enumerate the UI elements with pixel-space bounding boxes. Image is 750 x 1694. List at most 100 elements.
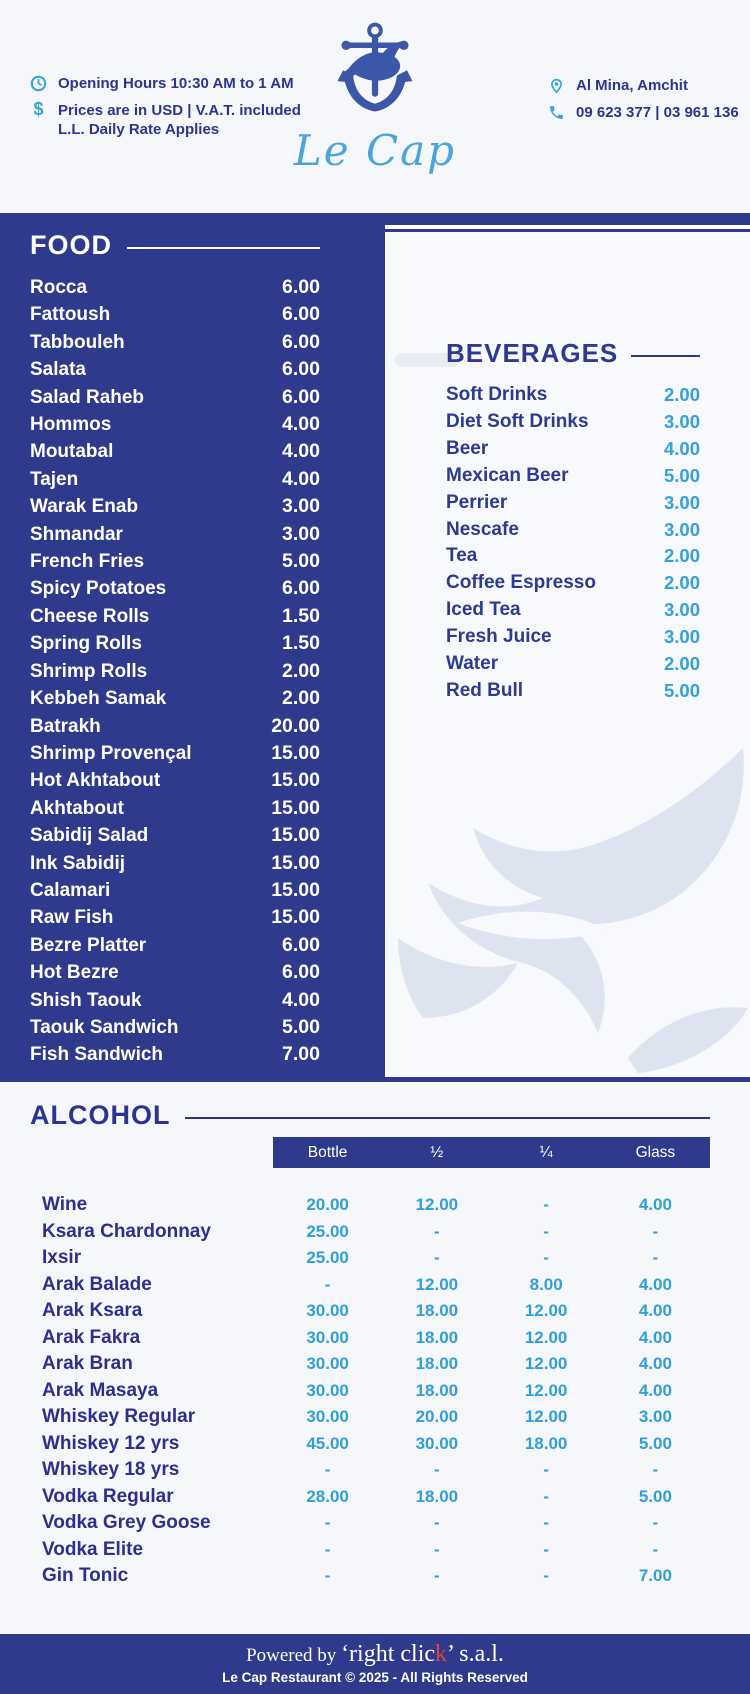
opening-hours-text: Opening Hours 10:30 AM to 1 AM xyxy=(58,75,294,92)
food-title: FOOD xyxy=(30,230,112,260)
food-item: Akhtabout 15.00 xyxy=(30,795,320,822)
food-item-price: 15.00 xyxy=(271,906,320,929)
dollar-icon: $ xyxy=(33,98,44,119)
food-item-price: 6.00 xyxy=(282,577,320,600)
beverages-section: BEVERAGES Soft Drinks 2.00 Diet Soft Dri… xyxy=(446,337,700,705)
clock-icon xyxy=(30,75,47,92)
alcohol-item-half-price: 12.00 xyxy=(415,1274,459,1294)
food-item-name: Tabbouleh xyxy=(30,331,125,353)
brand-part-2: ’ s.a.l. xyxy=(447,1641,504,1667)
alcohol-item-name: Whiskey 12 yrs xyxy=(42,1432,180,1454)
alcohol-section: ALCOHOL Bottle ½ ¼ Glass Wine 20.00 12.0… xyxy=(0,1082,750,1634)
beverage-item-name: Red Bull xyxy=(446,679,524,701)
alcohol-item-name: Vodka Elite xyxy=(42,1538,144,1560)
beverage-item-name: Nescafe xyxy=(446,518,519,540)
alcohol-column-header: Glass xyxy=(635,1143,676,1161)
beverage-item-price: 3.00 xyxy=(663,626,700,648)
food-item-price: 2.00 xyxy=(282,687,320,710)
food-item-name: Hot Bezre xyxy=(30,962,119,984)
alcohol-item-quarter-price: 8.00 xyxy=(529,1274,563,1294)
alcohol-title-row: ALCOHOL xyxy=(30,1099,710,1131)
alcohol-item-half-price: - xyxy=(434,1566,440,1585)
alcohol-item: Gin Tonic - - - 7.00 xyxy=(42,1563,710,1590)
food-item-name: Kebbeh Samak xyxy=(30,688,167,710)
beverage-item-price: 2.00 xyxy=(663,384,700,405)
pricing-note-row: $ Prices are in USD | V.A.T. included L.… xyxy=(30,98,301,140)
alcohol-item-glass-price: - xyxy=(652,1221,659,1241)
food-item-price: 15.00 xyxy=(271,796,320,819)
fish-watermark xyxy=(398,748,750,1077)
food-item: Calamari 15.00 xyxy=(30,877,320,904)
beverage-item: Red Bull 5.00 xyxy=(446,678,700,705)
food-item-name: Shish Taouk xyxy=(30,989,142,1011)
beverage-item-price: 3.00 xyxy=(663,491,700,513)
food-item-name: Hot Akhtabout xyxy=(30,770,161,792)
food-item-price: 5.00 xyxy=(282,550,320,573)
food-item-price: 5.00 xyxy=(282,1015,320,1038)
alcohol-item: Ksara Chardonnay 25.00 - - - xyxy=(42,1219,710,1246)
alcohol-item-half-price: 18.00 xyxy=(415,1380,459,1400)
copyright-line: Le Cap Restaurant © 2025 - All Rights Re… xyxy=(222,1670,528,1685)
food-item: Hommos 4.00 xyxy=(30,411,320,438)
food-item-name: Spicy Potatoes xyxy=(30,578,167,600)
beverage-item-name: Fresh Juice xyxy=(446,626,552,648)
food-item-name: Salata xyxy=(30,359,86,381)
alcohol-item-bottle-price: 30.00 xyxy=(306,1380,349,1400)
alcohol-column-header: Bottle xyxy=(307,1143,348,1161)
beverage-item: Mexican Beer 5.00 xyxy=(446,463,700,490)
alcohol-column-header: ¼ xyxy=(539,1143,553,1161)
alcohol-item-name: Ksara Chardonnay xyxy=(42,1220,211,1242)
alcohol-item-quarter-price: - xyxy=(543,1248,549,1267)
alcohol-item-quarter-price: 12.00 xyxy=(524,1407,568,1426)
alcohol-item: Ixsir 25.00 - - - xyxy=(42,1245,710,1272)
alcohol-item: Whiskey Regular 30.00 20.00 12.00 3.00 xyxy=(42,1404,710,1431)
food-item-name: Ink Sabidij xyxy=(30,852,126,874)
food-item-name: Batrakh xyxy=(30,715,101,737)
alcohol-title-rule xyxy=(185,1116,710,1119)
beverage-item-price: 2.00 xyxy=(663,572,700,594)
food-item: French Fries 5.00 xyxy=(30,548,320,575)
beverage-item: Soft Drinks 2.00 xyxy=(446,382,700,409)
right-click-brand: ‘right click’ s.a.l. xyxy=(341,1641,504,1667)
food-item: Tabbouleh 6.00 xyxy=(30,329,320,356)
pricing-note-text: Prices are in USD | V.A.T. included L.L.… xyxy=(58,101,301,140)
food-item: Hot Bezre 6.00 xyxy=(30,959,320,986)
food-item: Tajen 4.00 xyxy=(30,466,320,493)
alcohol-item-name: Arak Bran xyxy=(42,1353,133,1374)
powered-by-text: Powered by xyxy=(246,1645,337,1666)
food-item-price: 6.00 xyxy=(282,303,320,326)
food-item-name: Fattoush xyxy=(30,304,111,326)
food-item: Fattoush 6.00 xyxy=(30,301,320,328)
alcohol-item-half-price: - xyxy=(434,1460,440,1479)
food-item: Batrakh 20.00 xyxy=(30,713,320,740)
food-item-price: 1.50 xyxy=(282,604,320,627)
beverage-item-name: Beer xyxy=(446,437,489,459)
alcohol-item-half-price: 18.00 xyxy=(415,1486,459,1506)
beverage-item-name: Soft Drinks xyxy=(446,384,548,405)
beverage-item: Beer 4.00 xyxy=(446,436,700,463)
food-list: Rocca 6.00 Fattoush 6.00 Tabbouleh 6.00 … xyxy=(30,274,320,1069)
phone-row: 09 623 377 | 03 961 136 xyxy=(548,103,739,123)
food-item-price: 20.00 xyxy=(271,714,320,737)
food-item-price: 15.00 xyxy=(271,878,320,901)
food-item-name: Cheese Rolls xyxy=(30,605,150,627)
food-item-price: 15.00 xyxy=(271,824,320,847)
alcohol-item-glass-price: 7.00 xyxy=(638,1566,672,1585)
beverage-item: Fresh Juice 3.00 xyxy=(446,624,700,651)
address-text: Al Mina, Amchit xyxy=(576,77,688,94)
beverage-item-price: 5.00 xyxy=(663,464,700,486)
brand-part-1: ‘right clic xyxy=(341,1641,436,1667)
food-item: Spring Rolls 1.50 xyxy=(30,630,320,657)
food-item-price: 15.00 xyxy=(271,769,320,792)
beverage-item: Water 2.00 xyxy=(446,651,700,678)
food-item-name: Spring Rolls xyxy=(30,633,142,655)
food-item-name: French Fries xyxy=(30,551,145,573)
alcohol-item-quarter-price: 12.00 xyxy=(524,1380,568,1400)
alcohol-item-half-price: 18.00 xyxy=(415,1301,459,1320)
food-title-row: FOOD xyxy=(30,229,320,261)
alcohol-item-quarter-price: 12.00 xyxy=(524,1354,568,1373)
food-item-name: Rocca xyxy=(30,277,88,298)
anchor-fish-logo xyxy=(336,20,414,127)
food-item: Moutabal 4.00 xyxy=(30,438,320,465)
alcohol-item-glass-price: 4.00 xyxy=(638,1301,672,1320)
